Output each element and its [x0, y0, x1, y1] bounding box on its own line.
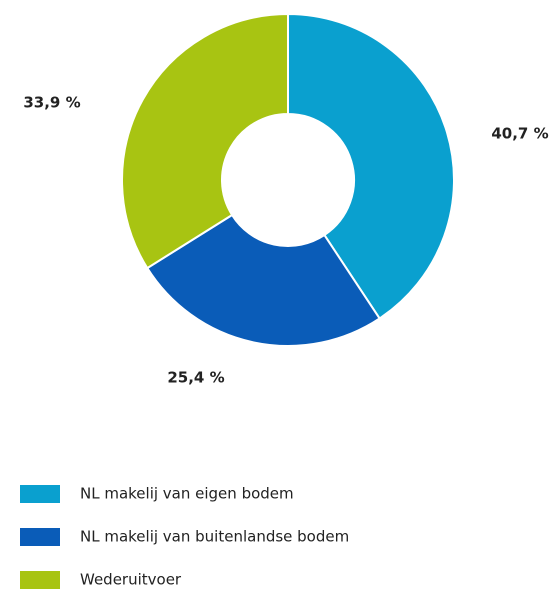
- legend-swatch: [20, 571, 60, 589]
- legend-swatch: [20, 485, 60, 503]
- legend-label: NL makelij van buitenlandse bodem: [80, 528, 349, 546]
- value-label: 25,4 %: [167, 369, 224, 387]
- donut-slice: [145, 213, 381, 347]
- value-label: 40,7 %: [491, 125, 548, 143]
- legend-label: Wederuitvoer: [80, 571, 182, 589]
- legend-label: NL makelij van eigen bodem: [80, 485, 294, 503]
- legend-swatch: [20, 528, 60, 546]
- donut-slice: [121, 12, 289, 270]
- value-label: 33,9 %: [23, 94, 80, 112]
